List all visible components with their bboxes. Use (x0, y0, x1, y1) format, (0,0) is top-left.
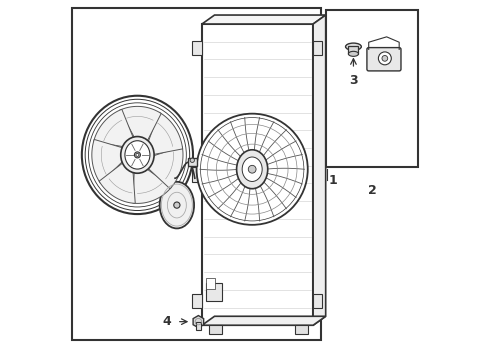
Polygon shape (94, 109, 135, 147)
Polygon shape (120, 107, 161, 145)
Circle shape (378, 52, 392, 65)
Polygon shape (202, 15, 326, 24)
Polygon shape (313, 15, 326, 325)
Text: 3: 3 (349, 73, 358, 86)
Bar (205, 283, 221, 301)
Bar (192, 41, 202, 55)
Bar (192, 167, 202, 182)
Circle shape (190, 158, 195, 162)
Text: 1: 1 (329, 174, 337, 186)
Circle shape (196, 114, 308, 225)
Polygon shape (133, 166, 172, 203)
Circle shape (136, 153, 139, 156)
Circle shape (134, 152, 141, 158)
Polygon shape (145, 147, 183, 189)
Polygon shape (147, 112, 183, 155)
Ellipse shape (237, 150, 268, 189)
Text: 4: 4 (163, 315, 172, 328)
Bar (202, 24, 313, 325)
Ellipse shape (348, 51, 359, 57)
Circle shape (382, 55, 388, 61)
Ellipse shape (160, 182, 194, 228)
Bar (72, 8, 321, 339)
Ellipse shape (125, 141, 150, 169)
Bar (326, 10, 418, 167)
Polygon shape (202, 316, 326, 325)
Bar (188, 158, 196, 166)
Circle shape (248, 165, 256, 173)
Circle shape (174, 202, 180, 208)
Polygon shape (92, 139, 126, 183)
Bar (282, 136, 296, 150)
Polygon shape (99, 160, 135, 203)
Bar (313, 41, 322, 55)
Ellipse shape (121, 136, 154, 173)
Bar (192, 294, 202, 308)
Text: 2: 2 (368, 184, 376, 197)
Ellipse shape (242, 157, 262, 181)
Bar (295, 325, 308, 334)
Ellipse shape (82, 96, 193, 214)
Bar (282, 166, 296, 181)
Bar (209, 325, 221, 334)
Bar (205, 278, 215, 289)
Polygon shape (193, 316, 204, 328)
Bar (196, 322, 201, 329)
Bar (313, 294, 322, 308)
Ellipse shape (345, 43, 361, 50)
FancyBboxPatch shape (367, 48, 401, 71)
Bar (348, 46, 359, 54)
